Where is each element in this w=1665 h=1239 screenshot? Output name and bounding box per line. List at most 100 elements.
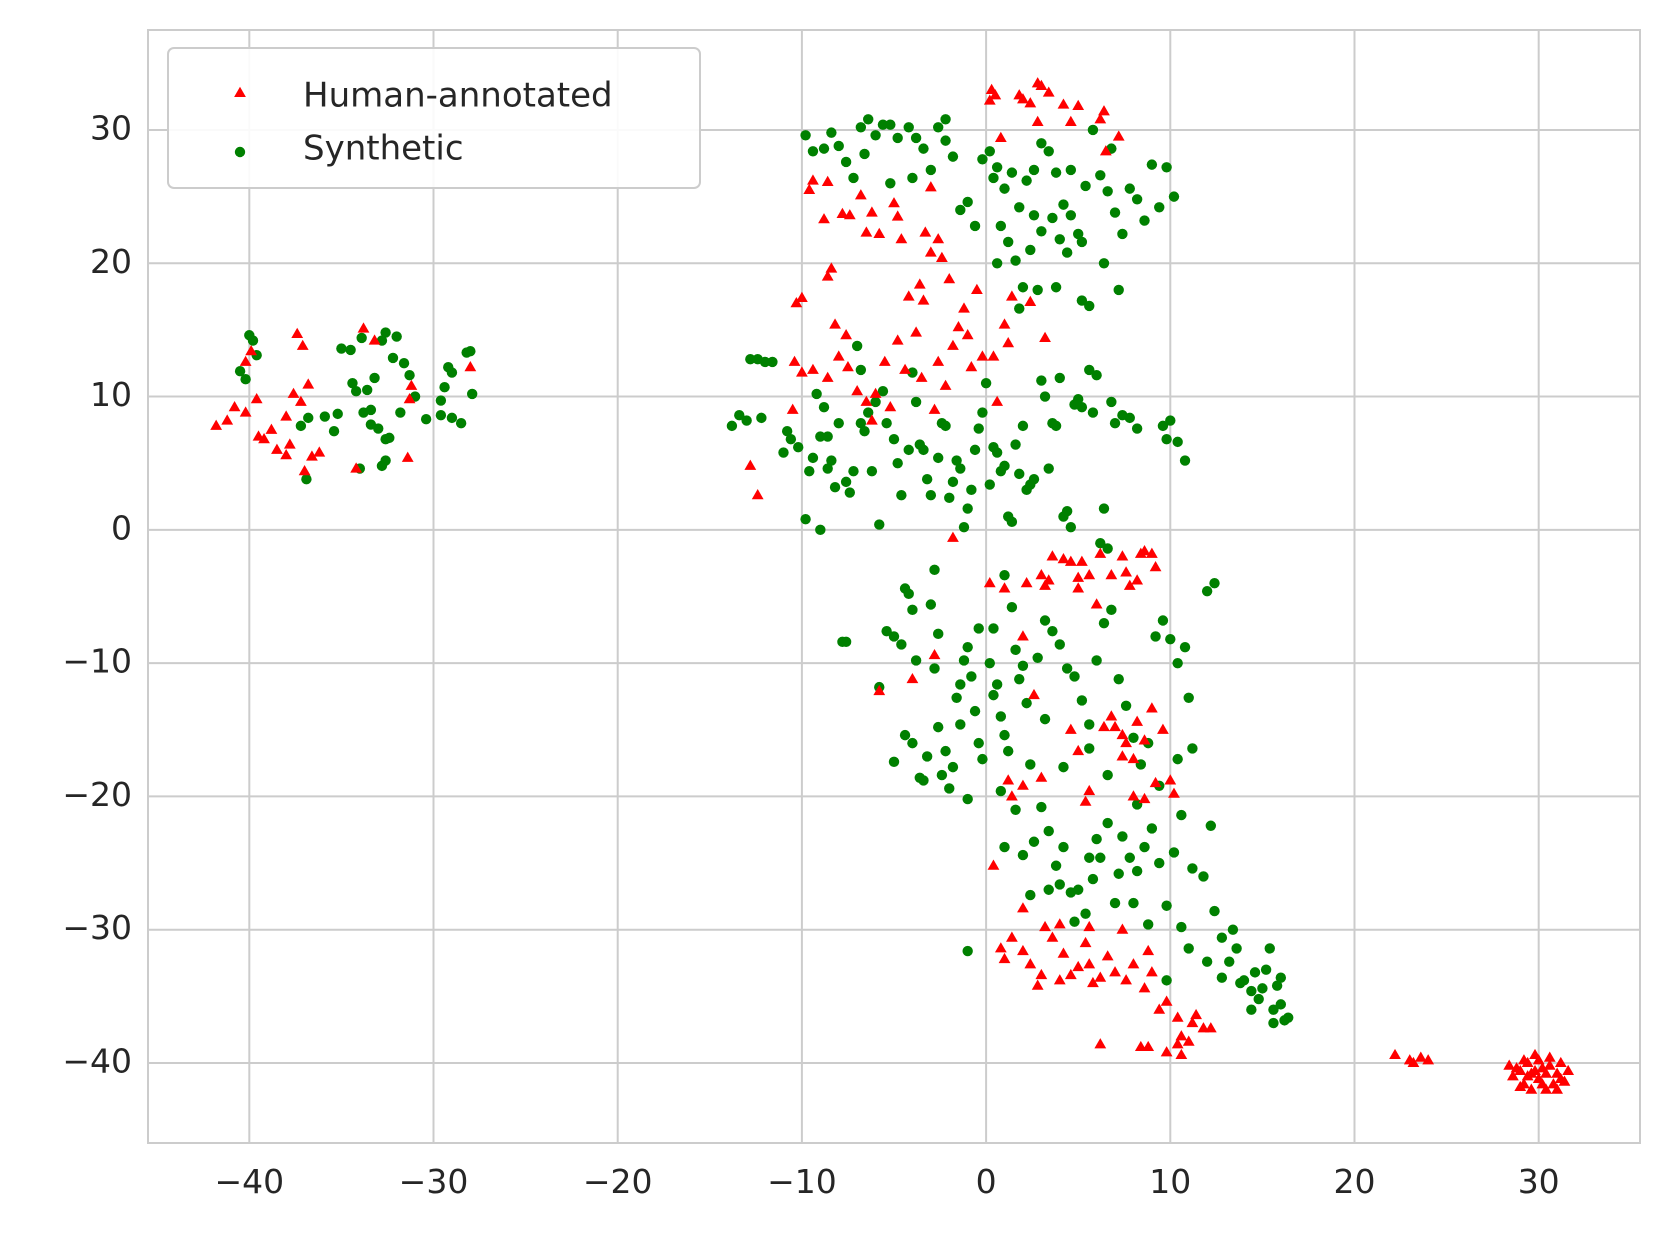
human-annotated-point — [1005, 931, 1018, 942]
human-annotated-point — [947, 531, 959, 542]
human-annotated-point — [298, 465, 311, 476]
human-annotated-point — [936, 251, 948, 262]
synthetic-point — [1172, 657, 1183, 669]
synthetic-point — [336, 343, 347, 354]
synthetic-point — [247, 335, 259, 346]
synthetic-point — [859, 426, 870, 437]
synthetic-point — [881, 418, 892, 429]
synthetic-point — [863, 114, 874, 125]
synthetic-point — [446, 367, 458, 378]
synthetic-point — [404, 370, 415, 381]
synthetic-point — [1161, 975, 1172, 986]
synthetic-point — [988, 623, 999, 634]
human-annotated-point — [902, 290, 915, 301]
synthetic-point — [1271, 980, 1283, 991]
human-annotated-point — [1120, 736, 1132, 748]
synthetic-point — [988, 172, 999, 184]
human-annotated-point — [1123, 579, 1136, 590]
human-annotated-point — [932, 355, 945, 366]
synthetic-point — [301, 473, 312, 485]
synthetic-point — [1058, 841, 1069, 853]
synthetic-point — [822, 431, 833, 442]
synthetic-point — [999, 460, 1010, 472]
synthetic-point — [1106, 604, 1117, 616]
synthetic-point — [439, 382, 450, 393]
human-annotated-point — [1083, 958, 1096, 969]
synthetic-point — [991, 447, 1003, 458]
synthetic-point — [1201, 585, 1213, 597]
synthetic-point — [1017, 849, 1029, 861]
human-annotated-point — [1197, 1022, 1210, 1033]
synthetic-point — [1146, 823, 1158, 834]
synthetic-point — [888, 756, 900, 767]
legend-marker-synthetic — [234, 146, 246, 158]
synthetic-point — [1014, 202, 1025, 213]
synthetic-point — [767, 356, 778, 368]
synthetic-point — [319, 411, 331, 422]
synthetic-point — [1098, 617, 1110, 629]
y-tick-label: −20 — [62, 775, 132, 814]
synthetic-point — [1172, 753, 1183, 765]
human-annotated-point — [1116, 923, 1129, 934]
synthetic-point — [1091, 655, 1102, 666]
synthetic-point — [1025, 244, 1036, 256]
synthetic-point — [1047, 212, 1058, 224]
human-annotated-point — [895, 233, 908, 244]
human-annotated-point — [1127, 958, 1140, 969]
human-annotated-point — [1028, 688, 1040, 700]
synthetic-point — [1017, 282, 1029, 293]
synthetic-point — [940, 745, 951, 757]
human-annotated-point — [952, 321, 965, 332]
human-annotated-point — [1020, 576, 1033, 588]
synthetic-point — [840, 476, 852, 488]
synthetic-point — [1084, 719, 1095, 730]
synthetic-point — [1235, 977, 1246, 989]
synthetic-point — [1084, 743, 1095, 754]
synthetic-point — [1043, 884, 1054, 895]
synthetic-point — [866, 466, 878, 477]
human-annotated-point — [924, 181, 937, 192]
synthetic-point — [947, 151, 959, 162]
synthetic-point — [1069, 671, 1080, 682]
human-annotated-point — [1094, 113, 1107, 124]
synthetic-point — [380, 327, 391, 338]
legend-marker-human — [234, 86, 246, 98]
human-annotated-point — [854, 189, 867, 200]
human-annotated-point — [1083, 784, 1096, 796]
human-annotated-point — [873, 227, 886, 238]
human-annotated-point — [788, 355, 801, 366]
synthetic-point — [1010, 644, 1021, 656]
synthetic-point — [1183, 692, 1194, 703]
synthetic-point — [1165, 415, 1176, 426]
human-annotated-point — [821, 270, 834, 281]
human-annotated-point — [1035, 968, 1048, 980]
synthetic-point — [962, 945, 973, 957]
human-annotated-point — [928, 403, 941, 414]
synthetic-point — [1268, 1017, 1279, 1029]
human-annotated-point — [1138, 792, 1151, 804]
human-annotated-point — [939, 379, 952, 390]
x-tick-label: −10 — [767, 1162, 837, 1201]
human-annotated-point — [796, 366, 808, 377]
synthetic-point — [1043, 825, 1054, 837]
human-annotated-point — [258, 433, 270, 444]
human-annotated-point — [866, 414, 878, 425]
legend-box — [167, 47, 701, 189]
human-annotated-point — [891, 210, 904, 221]
synthetic-point — [907, 367, 918, 378]
human-annotated-point — [1053, 974, 1066, 985]
human-annotated-point — [1149, 776, 1162, 788]
synthetic-point — [1084, 852, 1095, 863]
human-annotated-point — [1057, 947, 1070, 958]
synthetic-point — [1043, 146, 1054, 157]
synthetic-point — [1179, 641, 1191, 653]
synthetic-point — [781, 426, 793, 437]
human-annotated-point — [1017, 902, 1029, 913]
synthetic-point — [398, 358, 410, 369]
synthetic-point — [420, 414, 432, 425]
human-annotated-point — [1160, 1046, 1173, 1057]
synthetic-point — [1117, 831, 1128, 842]
synthetic-point — [1003, 236, 1014, 248]
synthetic-point — [1142, 919, 1154, 930]
